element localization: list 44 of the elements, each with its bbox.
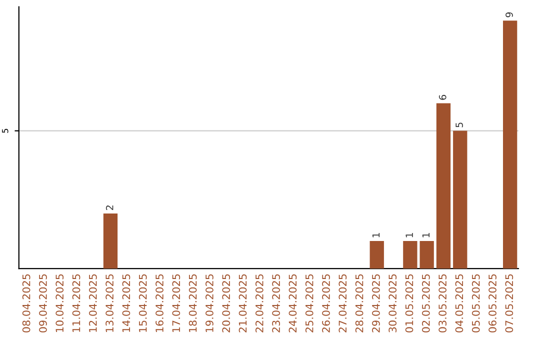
x-tick-label: 21.04.2025 [238,274,247,332]
data-label: 5 [456,122,463,128]
x-tick-label: 19.04.2025 [206,274,214,332]
x-tick-label: 06.05.2025 [488,274,496,332]
bar [403,241,418,269]
x-tick-label: 15.04.2025 [138,274,147,332]
x-tick-label: 28.04.2025 [355,274,364,332]
x-tick-label: 16.04.2025 [156,274,164,332]
data-label: 6 [438,94,446,100]
data-label: 2 [106,206,114,210]
x-tick-label: 26.04.2025 [322,274,330,332]
x-tick-label: 14.04.2025 [122,274,130,332]
x-tick-label: 01.05.2025 [405,274,414,332]
x-tick-label: 04.05.2025 [455,274,464,332]
bar [453,130,468,269]
x-tick-label: 13.04.2025 [106,274,114,332]
x-tick-label: 11.04.2025 [72,274,80,332]
x-tick-label: 17.04.2025 [172,274,180,332]
x-tick-label: 10.04.2025 [56,274,64,332]
data-label: 9 [506,12,513,18]
x-tick-label: 08.04.2025 [22,274,30,332]
x-tick-label: 18.04.2025 [188,274,197,332]
bar [436,103,451,269]
x-tick-label: 29.04.2025 [372,274,380,332]
x-tick-label: 05.05.2025 [472,274,480,332]
x-tick-label: 02.05.2025 [422,274,430,332]
bar [420,241,434,269]
x-tick-label: 20.04.2025 [222,274,230,332]
bar [103,213,118,269]
x-tick-label: 12.04.2025 [88,274,97,332]
x-tick-label: 03.05.2025 [438,274,446,332]
x-tick-label: 27.04.2025 [338,274,347,332]
bar [370,241,384,269]
x-tick-label: 09.04.2025 [39,274,47,332]
x-tick-label: 23.04.2025 [272,274,280,332]
data-label: 1 [372,233,380,238]
bar [503,20,518,269]
data-label: 1 [422,233,430,238]
x-tick-label: 07.05.2025 [505,274,514,332]
data-label: 1 [406,233,413,238]
x-tick-label: 22.04.2025 [255,274,264,332]
x-tick-label: 30.04.2025 [388,274,397,332]
x-tick-label: 25.04.2025 [305,274,314,332]
x-tick-label: 24.04.2025 [288,274,297,332]
